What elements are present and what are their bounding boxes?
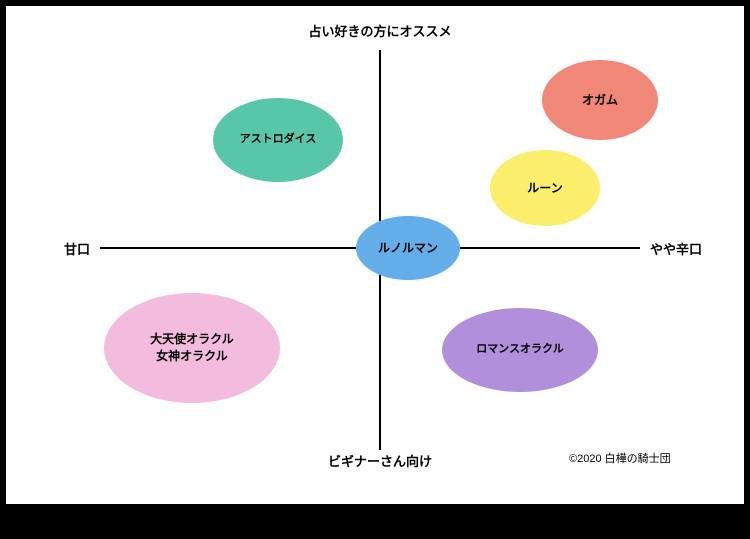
axis-label-left: 甘口 [64,239,90,258]
node-label: ロマンスオラクル [476,342,563,357]
node-astrodice: アストロダイス [213,98,343,182]
node-label: ルーン [527,180,562,197]
axis-label-bottom: ビギナーさん向け [328,451,432,470]
node-label: 大天使オラクル女神オラクル [150,331,234,365]
node-ogham: オガム [542,60,658,140]
axis-label-top: 占い好きの方にオススメ [309,21,452,40]
node-label: ルノルマン [378,240,438,257]
node-rune: ルーン [490,150,600,226]
node-label: オガム [582,92,618,109]
axis-label-right: やや辛口 [650,239,702,258]
node-archangel: 大天使オラクル女神オラクル [104,293,280,403]
credit-text: ©2020 白樺の騎士団 [569,450,671,466]
node-label: アストロダイス [240,132,317,147]
node-romance: ロマンスオラクル [442,308,598,392]
node-lenormand: ルノルマン [356,216,460,280]
